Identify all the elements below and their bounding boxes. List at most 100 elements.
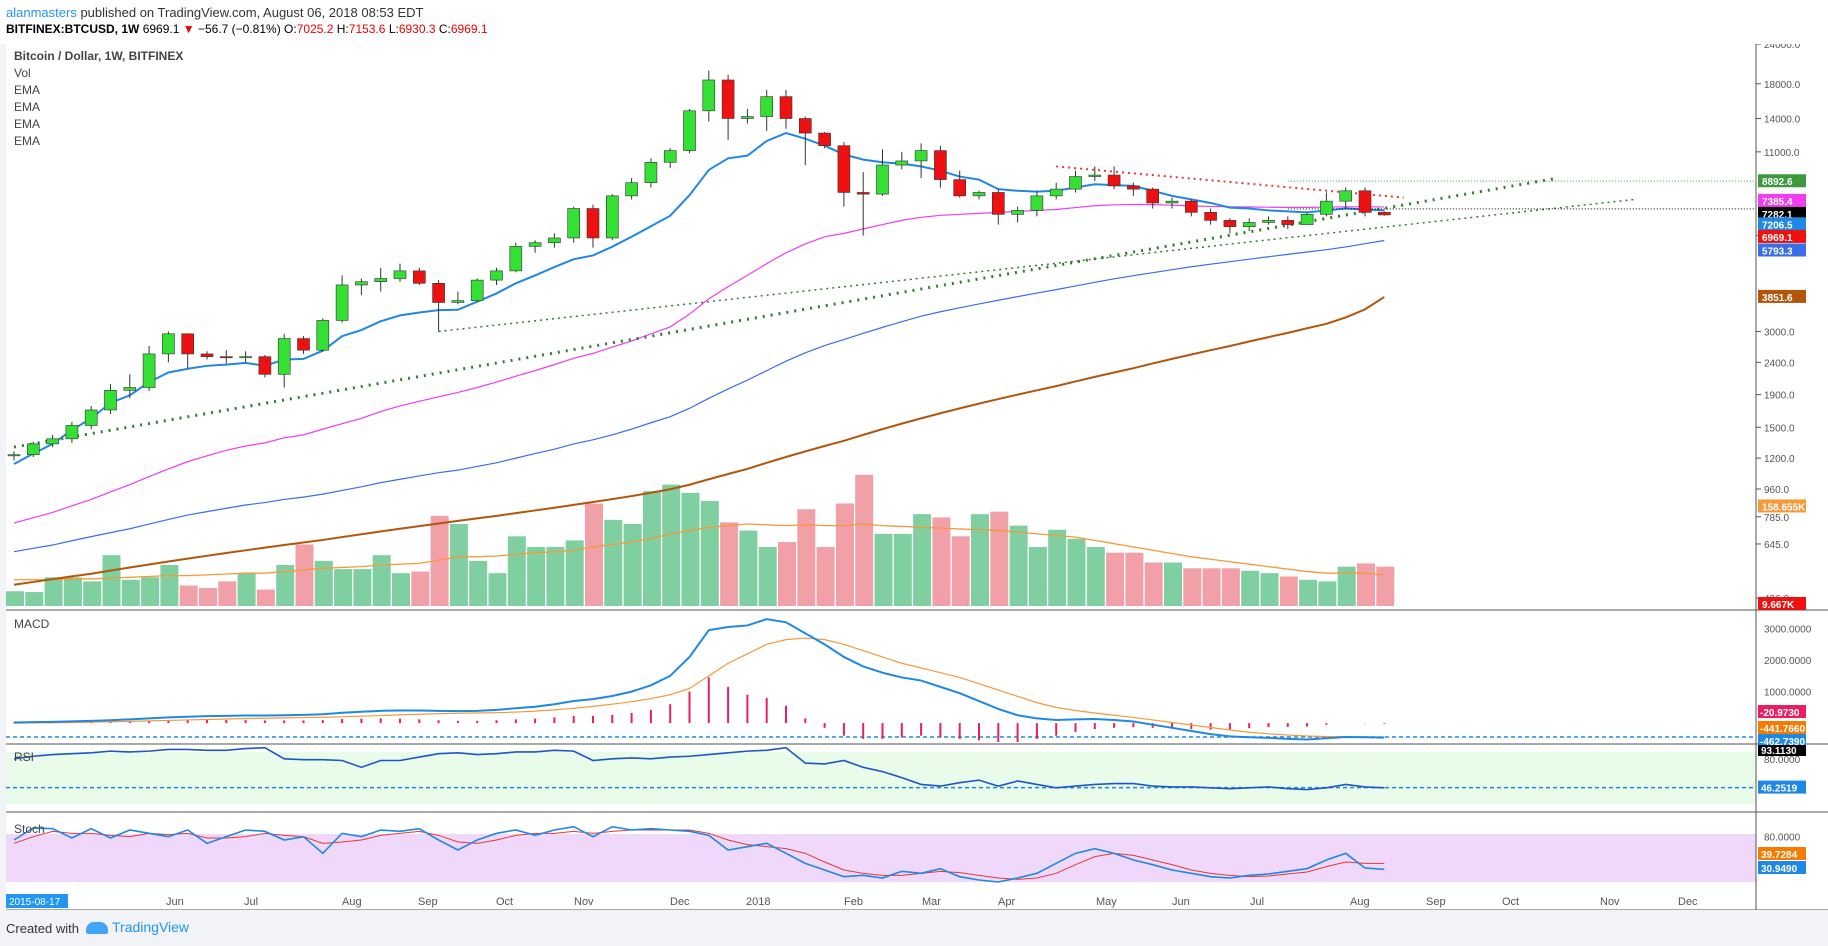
x-tick-label: Jul [1250, 896, 1264, 908]
volume-bar [314, 560, 333, 606]
volume-bar [276, 565, 295, 606]
x-tick-label: May [1096, 896, 1117, 908]
candle-body [1281, 220, 1295, 225]
stoch-tick-label: 80.0000 [1764, 833, 1801, 844]
volume-bar [642, 491, 661, 606]
candle-body [721, 79, 735, 119]
candle-body [548, 237, 561, 244]
symbol-quote-line: BITFINEX:BTCUSD, 1W 6969.1 ▼ −56.7 (−0.8… [6, 22, 488, 36]
x-tick-label: Jul [244, 896, 258, 908]
volume-bar [237, 573, 256, 606]
candle-body [528, 242, 542, 247]
price-tick-label: 1900.0 [1764, 391, 1795, 402]
volume-bar [256, 589, 275, 606]
x-tick-label: Oct [496, 896, 513, 908]
rsi-tick-label: 80.0000 [1764, 755, 1801, 766]
price-axis-badge [1758, 217, 1806, 231]
price-axis-badge-label: 7282.1 [1762, 210, 1793, 221]
x-tick-label: Sep [1426, 896, 1446, 908]
volume-bar [1376, 566, 1395, 606]
volume-ma-line [14, 523, 1385, 581]
cloud-icon [86, 922, 108, 935]
author-link[interactable]: alanmasters [6, 5, 77, 20]
price-axis-badge-label: 9.667K [1762, 600, 1795, 611]
rsi-axis-badge [1758, 780, 1806, 794]
candle-body [297, 338, 310, 351]
volume-bar [449, 524, 468, 606]
x-tick-label: Nov [574, 896, 594, 908]
x-tick-label: Dec [1678, 896, 1698, 908]
volume-bar [565, 540, 584, 606]
candle-body [277, 338, 291, 375]
volume-bar [797, 509, 816, 606]
start-date-badge [6, 894, 68, 908]
candle-body [470, 279, 484, 301]
candle-body [798, 118, 812, 134]
stoch-axis-badge-label: 30.9490 [1761, 864, 1798, 875]
chart-canvas[interactable]: 24000.018000.014000.011000.06000.03000.0… [6, 44, 1828, 910]
candle-body [490, 270, 503, 281]
candle-body [1204, 212, 1217, 221]
candle-body [586, 208, 600, 239]
volume-bar [1337, 566, 1356, 606]
stoch-axis-badge-label: 39.7284 [1761, 850, 1798, 861]
tradingview-logo[interactable]: TradingView [86, 919, 189, 935]
price-axis-badge [1758, 243, 1806, 257]
candle-body [1358, 190, 1372, 213]
candle-body [876, 164, 889, 195]
price-change: −56.7 (−0.81%) [197, 22, 281, 36]
candle-body [1127, 185, 1140, 190]
price-axis-badge-label: 158.655K [1762, 502, 1806, 513]
candle-body [1185, 200, 1198, 213]
volume-bar [816, 546, 835, 606]
macd-axis-badge-label: -462.7390 [1760, 737, 1805, 748]
candle-body [46, 438, 59, 445]
x-tick-label: Jun [166, 896, 184, 908]
volume-bar [1241, 570, 1260, 606]
candle-body [1223, 220, 1237, 228]
volume-bar [411, 571, 430, 606]
chart-title: Bitcoin / Dollar, 1W, BITFINEX [14, 49, 183, 63]
candle-body [335, 284, 349, 321]
x-tick-label: 2015-08-17 [9, 897, 61, 908]
volume-bar [83, 581, 102, 606]
price-axis-badge [1758, 597, 1806, 610]
stoch-band [6, 834, 1756, 882]
candle-body [1300, 214, 1314, 225]
close-label: C: [438, 22, 451, 36]
volume-bar [1164, 562, 1182, 606]
macd-axis-badge [1758, 705, 1806, 718]
candle-body [451, 300, 465, 303]
volume-bar [1202, 568, 1221, 606]
ema_long-line [13, 296, 1385, 586]
volume-bar [604, 519, 623, 606]
volume-bar [372, 555, 391, 606]
candle-body [7, 454, 21, 457]
price-axis-badge-label: 5793.3 [1762, 246, 1793, 257]
volume-bar [681, 492, 700, 606]
candle-body [393, 270, 407, 279]
legend-item: EMA [14, 100, 40, 114]
volume-bar [1028, 546, 1047, 606]
volume-bar [662, 484, 681, 606]
candle-body [1378, 212, 1391, 216]
macd-axis-badge [1758, 721, 1806, 734]
candle-body [355, 281, 368, 286]
volume-bar [855, 474, 874, 606]
price-axis-badge-label: 8892.6 [1762, 177, 1793, 188]
volume-bar [6, 591, 24, 606]
volume-bar [160, 565, 179, 606]
volume-bar [1048, 529, 1067, 606]
price-tick-label: 18000.0 [1764, 80, 1801, 91]
volume-bar [700, 501, 719, 606]
volume-bar [546, 546, 565, 606]
candle-body [702, 79, 716, 112]
candle-body [991, 192, 1005, 215]
volume-bar [1279, 576, 1298, 606]
legend-item: Vol [14, 66, 31, 80]
macd-axis-badge-label: -20.9730 [1760, 708, 1800, 719]
open-label: O: [284, 22, 297, 36]
candle-body [741, 116, 754, 119]
candle-body [1146, 188, 1159, 204]
last-price: 6969.1 [142, 22, 180, 36]
